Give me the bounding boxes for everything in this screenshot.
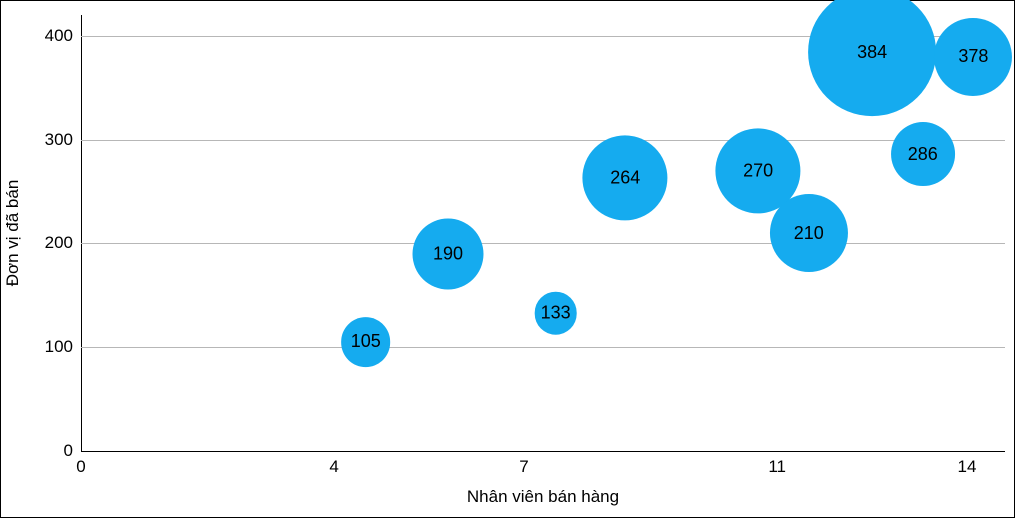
bubble-label: 286: [908, 144, 938, 165]
chart-frame: 0100200300400047111410519013326427021038…: [0, 0, 1015, 518]
gridline: [81, 347, 1005, 348]
bubble: 378: [934, 17, 1012, 95]
bubble-label: 384: [857, 42, 887, 63]
bubble: 133: [534, 292, 577, 335]
gridline: [81, 140, 1005, 141]
bubble: 210: [770, 194, 848, 272]
bubble-label: 190: [433, 243, 463, 264]
gridline: [81, 451, 1005, 452]
bubble: 286: [891, 122, 955, 186]
bubble: 105: [341, 317, 391, 367]
x-axis-title: Nhân viên bán hàng: [467, 487, 619, 507]
bubble: 264: [583, 135, 668, 220]
x-tick-label: 0: [76, 451, 85, 477]
x-tick-label: 4: [329, 451, 338, 477]
x-tick-label: 7: [519, 451, 528, 477]
bubble: 384: [808, 0, 936, 116]
bubble-label: 270: [743, 160, 773, 181]
x-tick-label: 14: [958, 451, 977, 477]
x-tick-label: 11: [768, 451, 786, 477]
y-axis-line: [81, 15, 82, 451]
gridline: [81, 243, 1005, 244]
y-tick-label: 100: [45, 337, 81, 357]
bubble-label: 378: [958, 46, 988, 67]
bubble-label: 264: [610, 167, 640, 188]
bubble-label: 133: [541, 302, 571, 323]
y-axis-title: Đơn vị đã bán: [3, 180, 23, 287]
bubble-label: 210: [794, 223, 824, 244]
y-tick-label: 400: [45, 26, 81, 46]
y-tick-label: 300: [45, 130, 81, 150]
plot-area: 0100200300400047111410519013326427021038…: [81, 15, 1005, 451]
bubble-label: 105: [351, 332, 381, 353]
bubble: 190: [413, 218, 484, 289]
y-tick-label: 200: [45, 233, 81, 253]
